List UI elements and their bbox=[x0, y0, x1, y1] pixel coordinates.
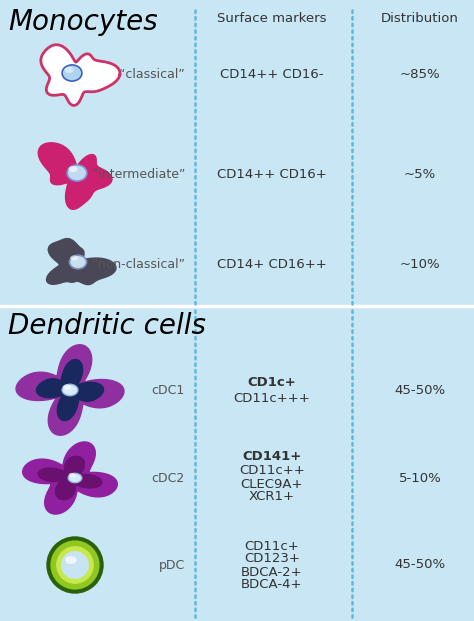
Text: CD11c+++: CD11c+++ bbox=[234, 391, 310, 404]
Text: 45-50%: 45-50% bbox=[394, 558, 446, 571]
Text: cDC1: cDC1 bbox=[152, 384, 185, 396]
Circle shape bbox=[61, 551, 89, 579]
Ellipse shape bbox=[64, 67, 73, 73]
Text: CD11c++: CD11c++ bbox=[239, 465, 305, 478]
Polygon shape bbox=[36, 360, 103, 420]
Polygon shape bbox=[41, 45, 120, 106]
Ellipse shape bbox=[62, 65, 82, 81]
Text: Distribution: Distribution bbox=[381, 12, 459, 25]
Ellipse shape bbox=[68, 473, 82, 483]
Text: Monocytes: Monocytes bbox=[8, 8, 158, 36]
Text: pDC: pDC bbox=[159, 558, 185, 571]
Ellipse shape bbox=[70, 255, 86, 269]
Text: “non-classical”: “non-classical” bbox=[92, 258, 185, 271]
Text: Dendritic cells: Dendritic cells bbox=[8, 312, 206, 340]
Text: 5-10%: 5-10% bbox=[399, 471, 441, 484]
Text: Surface markers: Surface markers bbox=[217, 12, 327, 25]
Text: BDCA-2+: BDCA-2+ bbox=[241, 566, 303, 579]
Ellipse shape bbox=[69, 166, 78, 172]
Text: CD11c+: CD11c+ bbox=[245, 540, 300, 553]
Circle shape bbox=[50, 540, 100, 589]
Text: CD14++ CD16+: CD14++ CD16+ bbox=[217, 168, 327, 181]
Polygon shape bbox=[38, 456, 102, 500]
Polygon shape bbox=[23, 442, 117, 514]
Polygon shape bbox=[46, 238, 116, 284]
Polygon shape bbox=[38, 143, 112, 209]
Text: ~5%: ~5% bbox=[404, 168, 436, 181]
Text: CD14++ CD16-: CD14++ CD16- bbox=[220, 68, 324, 81]
Text: ~85%: ~85% bbox=[400, 68, 440, 81]
Text: BDCA-4+: BDCA-4+ bbox=[241, 579, 303, 591]
Text: CD141+: CD141+ bbox=[242, 450, 301, 463]
Ellipse shape bbox=[69, 473, 75, 477]
Circle shape bbox=[46, 537, 104, 594]
Ellipse shape bbox=[65, 556, 77, 564]
Text: CD1c+: CD1c+ bbox=[247, 376, 296, 389]
Ellipse shape bbox=[62, 384, 78, 396]
Text: CD14+ CD16++: CD14+ CD16++ bbox=[217, 258, 327, 271]
Text: “classical”: “classical” bbox=[119, 68, 185, 81]
Ellipse shape bbox=[63, 384, 71, 389]
Text: XCR1+: XCR1+ bbox=[249, 491, 295, 504]
Text: CD123+: CD123+ bbox=[244, 553, 300, 566]
Circle shape bbox=[56, 546, 94, 584]
Polygon shape bbox=[16, 345, 124, 435]
Text: 45-50%: 45-50% bbox=[394, 384, 446, 396]
Text: CLEC9A+: CLEC9A+ bbox=[241, 478, 303, 491]
Ellipse shape bbox=[67, 165, 87, 181]
Text: “intermediate”: “intermediate” bbox=[91, 168, 185, 181]
Text: ~10%: ~10% bbox=[400, 258, 440, 271]
Text: cDC2: cDC2 bbox=[152, 471, 185, 484]
Ellipse shape bbox=[70, 255, 78, 261]
